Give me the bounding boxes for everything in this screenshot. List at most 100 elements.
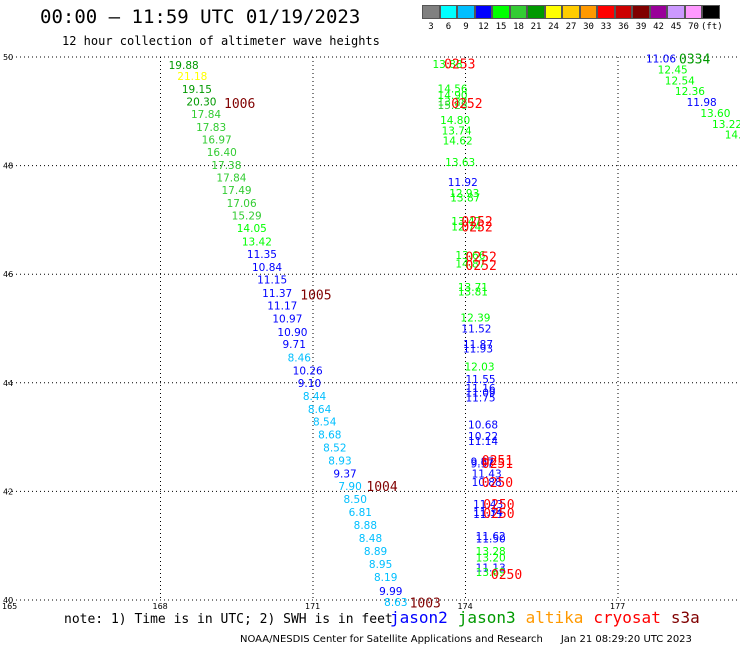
cycle-labels: 0253025202520252025202520251025102500250… (224, 53, 710, 612)
wave-height-value: 12.36 (675, 86, 705, 98)
wave-height-value: 10.90 (277, 327, 307, 339)
wave-height-value: 17.83 (196, 122, 226, 134)
wave-height-value: 13.63 (445, 157, 475, 169)
cycle-label: 0252 (466, 250, 497, 265)
wave-height-value: 10.22 (468, 431, 498, 443)
wave-height-value: 7.90 (338, 481, 361, 493)
wave-height-value: 13.74 (442, 125, 472, 137)
wave-height-value: 14.62 (443, 136, 473, 148)
wave-height-value: 11.43 (472, 468, 502, 480)
wave-height-value: 17.49 (222, 185, 252, 197)
wave-height-value: 14.90 (438, 90, 468, 102)
wave-height-value: 10.68 (468, 420, 498, 432)
color-label: 3 (428, 22, 434, 32)
cycle-label: 0250 (482, 476, 513, 491)
wave-height-value: 12.74 (451, 221, 481, 233)
wave-height-value: 11.35 (247, 249, 277, 261)
lon-label: 171 (305, 602, 320, 611)
wave-height-value: 10.97 (272, 314, 302, 326)
wave-height-value: 11.11 (473, 509, 503, 521)
wave-height-value: 8.52 (323, 442, 346, 454)
color-label: 30 (583, 22, 594, 32)
wave-height-value: 11.93 (463, 344, 493, 356)
wave-height-value: 11.17 (267, 301, 297, 313)
wave-height-value: 13.71 (458, 282, 488, 294)
wave-height-value: 12.03 (464, 362, 494, 374)
color-swatch (439, 5, 457, 19)
lat-label: 50 (3, 53, 13, 62)
wave-height-value: 11.09 (466, 388, 496, 400)
timestamp: Jan 21 08:29:20 UTC 2023 (560, 634, 692, 645)
satellite-jason2: jason2 (390, 608, 448, 627)
wave-height-value: 8.63 (384, 597, 407, 609)
wave-height-value: 11.16 (466, 383, 496, 395)
wave-height-value: 12.54 (665, 75, 695, 87)
wave-height-value: 11.06 (646, 54, 676, 66)
color-swatch (457, 5, 475, 19)
wave-height-value: 8.19 (374, 572, 397, 584)
satellite-legend: jason2 jason3 altika cryosat s3a (390, 608, 710, 627)
lon-label: 165 (2, 602, 17, 611)
credit-line: NOAA/NESDIS Center for Satellite Applica… (240, 634, 692, 645)
color-swatch (649, 5, 667, 19)
wave-height-value: 20.30 (186, 97, 216, 109)
color-swatch (544, 5, 562, 19)
wave-height-value: 13.47 (451, 216, 481, 228)
wave-height-value: 11.43 (473, 499, 503, 511)
wave-height-value: 13.69 (476, 567, 506, 579)
color-label: (ft) (701, 22, 723, 32)
cycle-label: 1004 (366, 480, 397, 495)
satellite-s3a: s3a (670, 608, 700, 627)
wave-height-value: 13.28 (438, 97, 468, 109)
wave-height-value: 13.66 (455, 250, 485, 262)
wave-height-value: 13.22 (712, 119, 740, 131)
wave-height-value: 17.84 (191, 109, 221, 121)
color-label: 33 (600, 22, 612, 32)
wave-height-value: 12.93 (449, 188, 479, 200)
wave-height-value: 14.87 (455, 258, 485, 270)
page-subtitle: 12 hour collection of altimeter wave hei… (62, 34, 380, 48)
wave-height-value: 8.88 (354, 520, 377, 532)
color-swatch (597, 5, 615, 19)
cycle-label: 0252 (461, 215, 492, 230)
color-swatch (632, 5, 650, 19)
wave-height-value: 9.97 (471, 459, 494, 471)
lon-label: 168 (153, 602, 168, 611)
color-label: 12 (478, 22, 489, 32)
lat-label: 44 (3, 379, 13, 388)
wave-height-value: 13.81 (458, 287, 488, 299)
color-swatch (527, 5, 545, 19)
color-label: 39 (635, 22, 647, 32)
cycle-label: 0250 (483, 498, 514, 513)
wave-height-value: 15.28 (438, 100, 468, 112)
wave-height-value: 13.20 (476, 553, 506, 565)
wave-height-value: 8.64 (308, 404, 332, 416)
wave-height-value: 10.88 (472, 477, 502, 489)
wave-height-value: 13.87 (450, 193, 480, 205)
wave-height-value: 11.52 (461, 324, 491, 336)
cycle-label: 0251 (482, 457, 513, 472)
wave-height-value: 8.50 (344, 494, 367, 506)
wave-height-value: 9.10 (298, 378, 321, 390)
lat-label: 40 (3, 596, 13, 605)
wave-height-value: 17.06 (227, 198, 257, 210)
satellite-cryosat: cryosat (593, 608, 661, 627)
cycle-label: 0251 (482, 454, 513, 469)
wave-height-value: 8.95 (369, 559, 392, 571)
wave-height-value: 9.99 (379, 586, 402, 598)
wave-height-value: 13.28 (476, 546, 506, 558)
wave-height-value: 11.75 (466, 392, 496, 404)
wave-height-value: 12.39 (460, 313, 490, 325)
color-swatch (422, 5, 440, 19)
wave-height-value: 17.84 (216, 173, 246, 185)
color-label: 36 (618, 22, 629, 32)
wave-height-value: 11.37 (262, 288, 292, 300)
track-central: 13.8814.5614.9013.2815.2814.8013.7414.62… (432, 59, 505, 579)
wave-height-value: 8.48 (359, 533, 382, 545)
page-title: 00:00 – 11:59 UTC 01/19/2023 (40, 6, 361, 28)
lon-label: 177 (610, 602, 625, 611)
wave-height-value: 19.15 (182, 84, 212, 96)
cycle-label: 0252 (466, 259, 497, 274)
lon-label: 174 (458, 602, 473, 611)
